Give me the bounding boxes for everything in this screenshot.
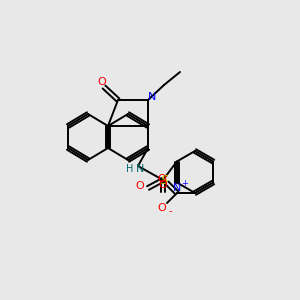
Text: N: N (148, 92, 156, 102)
Text: O: O (98, 77, 106, 87)
Text: O: O (158, 174, 166, 184)
Text: -: - (168, 206, 172, 216)
Text: H: H (126, 164, 134, 174)
Text: S: S (161, 173, 169, 187)
Text: N: N (173, 183, 181, 193)
Text: O: O (159, 180, 167, 190)
Text: O: O (158, 203, 166, 213)
Text: O: O (136, 181, 144, 191)
Text: +: + (182, 178, 188, 188)
Text: N: N (136, 164, 144, 174)
